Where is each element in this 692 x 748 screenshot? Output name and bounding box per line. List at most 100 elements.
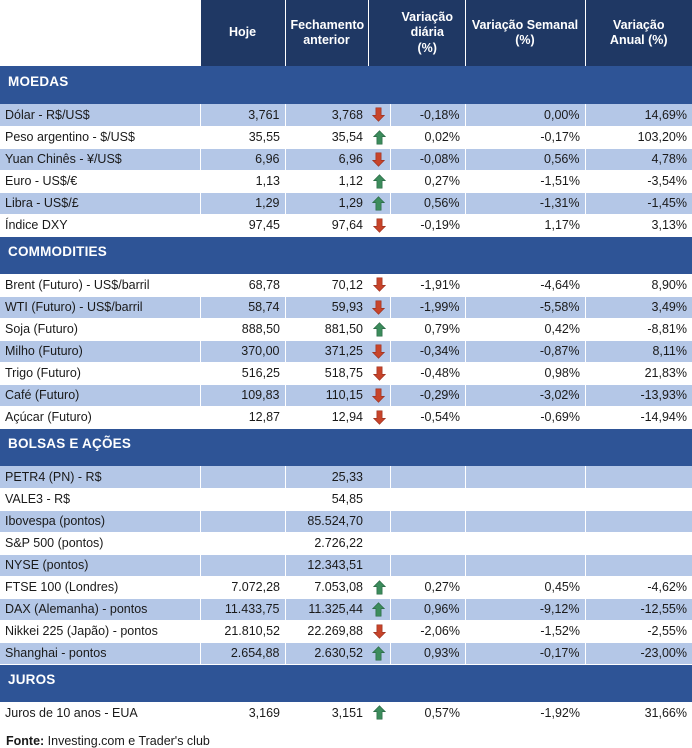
row-trend-indicator	[368, 466, 391, 489]
header-row: Hoje Fechamento anterior Variação diária…	[0, 0, 692, 66]
table-row[interactable]: Dólar - R$/US$ 3,761 3,768 -0,18% 0,00% 14,69…	[0, 104, 692, 127]
row-annual-change: -14,94%	[585, 406, 692, 429]
row-previous-close-value: 3,768	[285, 104, 368, 127]
header-variacao-semanal: Variação Semanal (%)	[464, 0, 586, 66]
row-trend-indicator	[368, 406, 390, 429]
row-annual-change: -3,54%	[585, 170, 692, 193]
row-today-value: 21.810,52	[200, 620, 285, 643]
row-previous-close-value: 2.726,22	[285, 532, 368, 555]
row-daily-change: 0,93%	[390, 642, 466, 665]
row-previous-close-value: 110,15	[285, 384, 368, 407]
table-row[interactable]: Shanghai - pontos 2.654,88 2.630,52 0,93% -0…	[0, 642, 692, 665]
table-row[interactable]: Euro - US$/€ 1,13 1,12 0,27% -1,51% -3,54%	[0, 170, 692, 193]
table-row[interactable]: Brent (Futuro) - US$/barril 68,78 70,12 -1,…	[0, 274, 692, 297]
arrow-up-icon	[372, 129, 386, 145]
section-title-3: JUROS	[0, 664, 692, 694]
table-row[interactable]: VALE3 - R$ 54,85	[0, 488, 692, 511]
section-band-fill	[0, 458, 692, 466]
table-row[interactable]: WTI (Futuro) - US$/barril 58,74 59,93 -1,99…	[0, 296, 692, 319]
row-weekly-change: -4,64%	[465, 274, 585, 297]
section-band-padding	[0, 96, 692, 104]
row-trend-indicator	[368, 340, 391, 363]
table-row[interactable]: Nikkei 225 (Japão) - pontos 21.810,52 22.2…	[0, 620, 692, 643]
row-trend-indicator	[368, 192, 391, 215]
table-row[interactable]: Ibovespa (pontos) 85.524,70	[0, 510, 692, 533]
table-row[interactable]: FTSE 100 (Londres) 7.072,28 7.053,08 0,27% 0…	[0, 576, 692, 599]
row-annual-change	[585, 554, 692, 577]
table-row[interactable]: Libra - US$/£ 1,29 1,29 0,56% -1,31% -1,45%	[0, 192, 692, 215]
row-daily-change: 0,57%	[390, 702, 465, 725]
row-trend-indicator	[368, 274, 390, 297]
row-annual-change: -2,55%	[585, 620, 692, 643]
arrow-down-icon	[372, 624, 386, 639]
row-daily-change: 0,27%	[390, 170, 465, 193]
table-row[interactable]: Índice DXY 97,45 97,64 -0,19% 1,17% 3,13%	[0, 214, 692, 237]
row-weekly-change	[465, 510, 586, 533]
row-previous-close-value: 54,85	[285, 488, 368, 511]
row-weekly-change: 0,98%	[465, 362, 585, 385]
row-previous-close-value: 7.053,08	[285, 576, 368, 599]
row-weekly-change	[465, 532, 585, 555]
table-row[interactable]: Peso argentino - $/US$ 35,55 35,54 0,02% -0,…	[0, 126, 692, 149]
row-label: Peso argentino - $/US$	[0, 126, 200, 149]
section-band-fill	[0, 694, 692, 702]
row-label: Juros de 10 anos - EUA	[0, 702, 200, 725]
row-label: Trigo (Futuro)	[0, 362, 200, 385]
source-footnote: Fonte: Investing.com e Trader's club	[0, 725, 692, 748]
row-daily-change: 0,96%	[390, 598, 466, 621]
table-row[interactable]: Soja (Futuro) 888,50 881,50 0,79% 0,42% -8,81…	[0, 318, 692, 341]
row-annual-change: 3,49%	[585, 296, 692, 319]
header-diaria-line1: Variação diária	[401, 10, 453, 40]
row-label: Café (Futuro)	[0, 384, 201, 407]
row-trend-indicator	[368, 362, 390, 385]
section-band-padding	[0, 694, 692, 702]
row-previous-close-value: 22.269,88	[285, 620, 368, 643]
row-weekly-change: 0,56%	[465, 148, 586, 171]
table-row[interactable]: Milho (Futuro) 370,00 371,25 -0,34% -0,87% 8,…	[0, 340, 692, 363]
row-today-value: 11.433,75	[200, 598, 286, 621]
arrow-down-icon	[372, 344, 386, 359]
section-header-row: MOEDAS	[0, 66, 692, 96]
row-trend-indicator	[368, 126, 390, 149]
row-label: NYSE (pontos)	[0, 554, 201, 577]
table-row[interactable]: Yuan Chinês - ¥/US$ 6,96 6,96 -0,08% 0,56% 4,…	[0, 148, 692, 171]
row-weekly-change: -0,17%	[465, 642, 586, 665]
row-previous-close-value: 12.343,51	[285, 554, 368, 577]
table-row[interactable]: DAX (Alemanha) - pontos 11.433,75 11.325,4…	[0, 598, 692, 621]
header-trend-spacer	[367, 0, 390, 66]
row-trend-indicator	[368, 554, 391, 577]
table-row[interactable]: Café (Futuro) 109,83 110,15 -0,29% -3,02% -13…	[0, 384, 692, 407]
row-trend-indicator	[368, 170, 390, 193]
table-row[interactable]: S&P 500 (pontos) 2.726,22	[0, 532, 692, 555]
row-previous-close-value: 70,12	[285, 274, 368, 297]
row-weekly-change: -1,92%	[465, 702, 585, 725]
row-weekly-change	[465, 488, 585, 511]
table-row[interactable]: Juros de 10 anos - EUA 3,169 3,151 0,57% -1,…	[0, 702, 692, 725]
arrow-down-icon	[372, 300, 386, 315]
header-diaria-line2: (%)	[417, 40, 437, 55]
arrow-down-icon	[372, 277, 386, 293]
row-today-value: 58,74	[200, 296, 286, 319]
row-today-value: 1,13	[200, 170, 285, 193]
row-today-value	[200, 532, 285, 555]
section-title-2: BOLSAS E AÇÕES	[0, 428, 692, 458]
arrow-down-icon	[372, 218, 386, 233]
row-annual-change: -1,45%	[585, 192, 692, 215]
row-trend-indicator	[368, 318, 390, 341]
table-row[interactable]: NYSE (pontos) 12.343,51	[0, 554, 692, 577]
row-previous-close-value: 25,33	[285, 466, 368, 489]
row-trend-indicator	[368, 214, 390, 237]
row-daily-change: 0,02%	[390, 126, 465, 149]
row-weekly-change	[465, 466, 586, 489]
row-daily-change	[390, 532, 465, 555]
row-weekly-change: 1,17%	[465, 214, 585, 237]
row-today-value: 370,00	[200, 340, 286, 363]
row-annual-change: 8,11%	[585, 340, 692, 363]
row-today-value: 12,87	[200, 406, 285, 429]
table-row[interactable]: PETR4 (PN) - R$ 25,33	[0, 466, 692, 489]
row-previous-close-value: 6,96	[285, 148, 368, 171]
table-row[interactable]: Açúcar (Futuro) 12,87 12,94 -0,54% -0,69% -14…	[0, 406, 692, 429]
table-row[interactable]: Trigo (Futuro) 516,25 518,75 -0,48% 0,98% 21,…	[0, 362, 692, 385]
row-label: FTSE 100 (Londres)	[0, 576, 200, 599]
